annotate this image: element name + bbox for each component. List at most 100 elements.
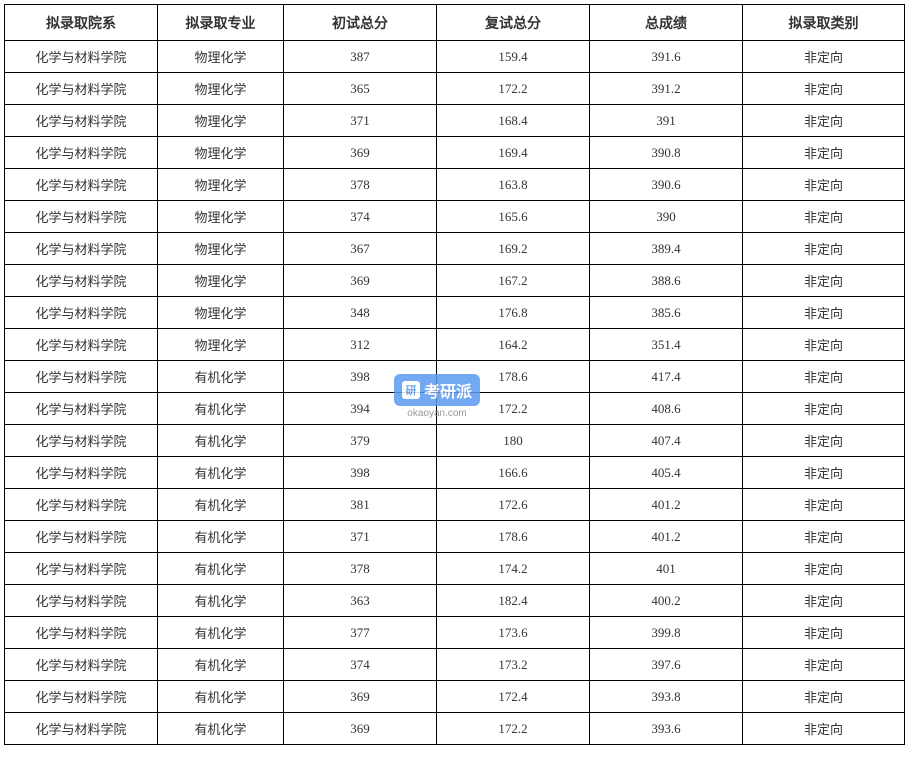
table-cell: 398 (284, 457, 437, 489)
table-cell: 非定向 (743, 521, 905, 553)
table-body: 化学与材料学院物理化学387159.4391.6非定向化学与材料学院物理化学36… (5, 41, 905, 745)
table-cell: 369 (284, 681, 437, 713)
table-cell: 化学与材料学院 (5, 361, 158, 393)
table-cell: 369 (284, 265, 437, 297)
table-cell: 387 (284, 41, 437, 73)
table-row: 化学与材料学院物理化学387159.4391.6非定向 (5, 41, 905, 73)
table-cell: 351.4 (590, 329, 743, 361)
table-cell: 有机化学 (158, 681, 284, 713)
table-cell: 物理化学 (158, 265, 284, 297)
table-cell: 174.2 (437, 553, 590, 585)
table-cell: 化学与材料学院 (5, 713, 158, 745)
table-cell: 物理化学 (158, 137, 284, 169)
table-cell: 401.2 (590, 521, 743, 553)
table-cell: 180 (437, 425, 590, 457)
table-cell: 159.4 (437, 41, 590, 73)
table-cell: 391.2 (590, 73, 743, 105)
table-row: 化学与材料学院有机化学394172.2408.6非定向 (5, 393, 905, 425)
table-cell: 非定向 (743, 457, 905, 489)
table-cell: 173.6 (437, 617, 590, 649)
table-cell: 有机化学 (158, 617, 284, 649)
table-cell: 391 (590, 105, 743, 137)
table-cell: 化学与材料学院 (5, 425, 158, 457)
table-cell: 390.6 (590, 169, 743, 201)
table-cell: 化学与材料学院 (5, 201, 158, 233)
table-cell: 165.6 (437, 201, 590, 233)
table-header-row: 拟录取院系拟录取专业初试总分复试总分总成绩拟录取类别 (5, 5, 905, 41)
table-cell: 172.2 (437, 713, 590, 745)
table-cell: 非定向 (743, 265, 905, 297)
table-row: 化学与材料学院物理化学312164.2351.4非定向 (5, 329, 905, 361)
table-cell: 有机化学 (158, 457, 284, 489)
table-cell: 388.6 (590, 265, 743, 297)
table-cell: 371 (284, 521, 437, 553)
table-cell: 378 (284, 169, 437, 201)
table-cell: 化学与材料学院 (5, 265, 158, 297)
table-cell: 物理化学 (158, 201, 284, 233)
table-cell: 有机化学 (158, 393, 284, 425)
table-cell: 182.4 (437, 585, 590, 617)
table-cell: 非定向 (743, 393, 905, 425)
table-cell: 非定向 (743, 489, 905, 521)
table-cell: 物理化学 (158, 169, 284, 201)
table-row: 化学与材料学院有机化学369172.4393.8非定向 (5, 681, 905, 713)
table-cell: 348 (284, 297, 437, 329)
table-cell: 398 (284, 361, 437, 393)
table-cell: 非定向 (743, 617, 905, 649)
table-cell: 非定向 (743, 329, 905, 361)
table-cell: 169.4 (437, 137, 590, 169)
table-cell: 非定向 (743, 73, 905, 105)
table-cell: 非定向 (743, 297, 905, 329)
table-cell: 169.2 (437, 233, 590, 265)
table-cell: 物理化学 (158, 297, 284, 329)
table-cell: 物理化学 (158, 41, 284, 73)
column-header-3: 复试总分 (437, 5, 590, 41)
table-cell: 172.4 (437, 681, 590, 713)
table-cell: 391.6 (590, 41, 743, 73)
column-header-1: 拟录取专业 (158, 5, 284, 41)
table-cell: 化学与材料学院 (5, 521, 158, 553)
table-cell: 365 (284, 73, 437, 105)
table-cell: 非定向 (743, 681, 905, 713)
table-cell: 化学与材料学院 (5, 233, 158, 265)
table-cell: 化学与材料学院 (5, 617, 158, 649)
table-cell: 物理化学 (158, 233, 284, 265)
table-cell: 178.6 (437, 361, 590, 393)
table-cell: 化学与材料学院 (5, 105, 158, 137)
table-cell: 非定向 (743, 425, 905, 457)
table-cell: 401.2 (590, 489, 743, 521)
table-row: 化学与材料学院物理化学367169.2389.4非定向 (5, 233, 905, 265)
table-row: 化学与材料学院有机化学377173.6399.8非定向 (5, 617, 905, 649)
table-cell: 176.8 (437, 297, 590, 329)
table-row: 化学与材料学院物理化学374165.6390非定向 (5, 201, 905, 233)
table-cell: 173.2 (437, 649, 590, 681)
table-cell: 312 (284, 329, 437, 361)
table-cell: 393.6 (590, 713, 743, 745)
table-row: 化学与材料学院有机化学369172.2393.6非定向 (5, 713, 905, 745)
table-cell: 非定向 (743, 585, 905, 617)
table-cell: 390.8 (590, 137, 743, 169)
table-cell: 397.6 (590, 649, 743, 681)
table-cell: 369 (284, 137, 437, 169)
table-row: 化学与材料学院有机化学378174.2401非定向 (5, 553, 905, 585)
column-header-4: 总成绩 (590, 5, 743, 41)
table-cell: 非定向 (743, 137, 905, 169)
table-cell: 有机化学 (158, 649, 284, 681)
table-row: 化学与材料学院有机化学363182.4400.2非定向 (5, 585, 905, 617)
table-cell: 363 (284, 585, 437, 617)
table-cell: 非定向 (743, 201, 905, 233)
table-cell: 405.4 (590, 457, 743, 489)
table-cell: 166.6 (437, 457, 590, 489)
column-header-5: 拟录取类别 (743, 5, 905, 41)
table-row: 化学与材料学院物理化学378163.8390.6非定向 (5, 169, 905, 201)
table-cell: 401 (590, 553, 743, 585)
table-row: 化学与材料学院有机化学398178.6417.4非定向 (5, 361, 905, 393)
table-cell: 163.8 (437, 169, 590, 201)
table-cell: 化学与材料学院 (5, 73, 158, 105)
table-cell: 化学与材料学院 (5, 297, 158, 329)
table-cell: 178.6 (437, 521, 590, 553)
table-row: 化学与材料学院有机化学381172.6401.2非定向 (5, 489, 905, 521)
table-cell: 371 (284, 105, 437, 137)
table-cell: 381 (284, 489, 437, 521)
table-cell: 有机化学 (158, 489, 284, 521)
